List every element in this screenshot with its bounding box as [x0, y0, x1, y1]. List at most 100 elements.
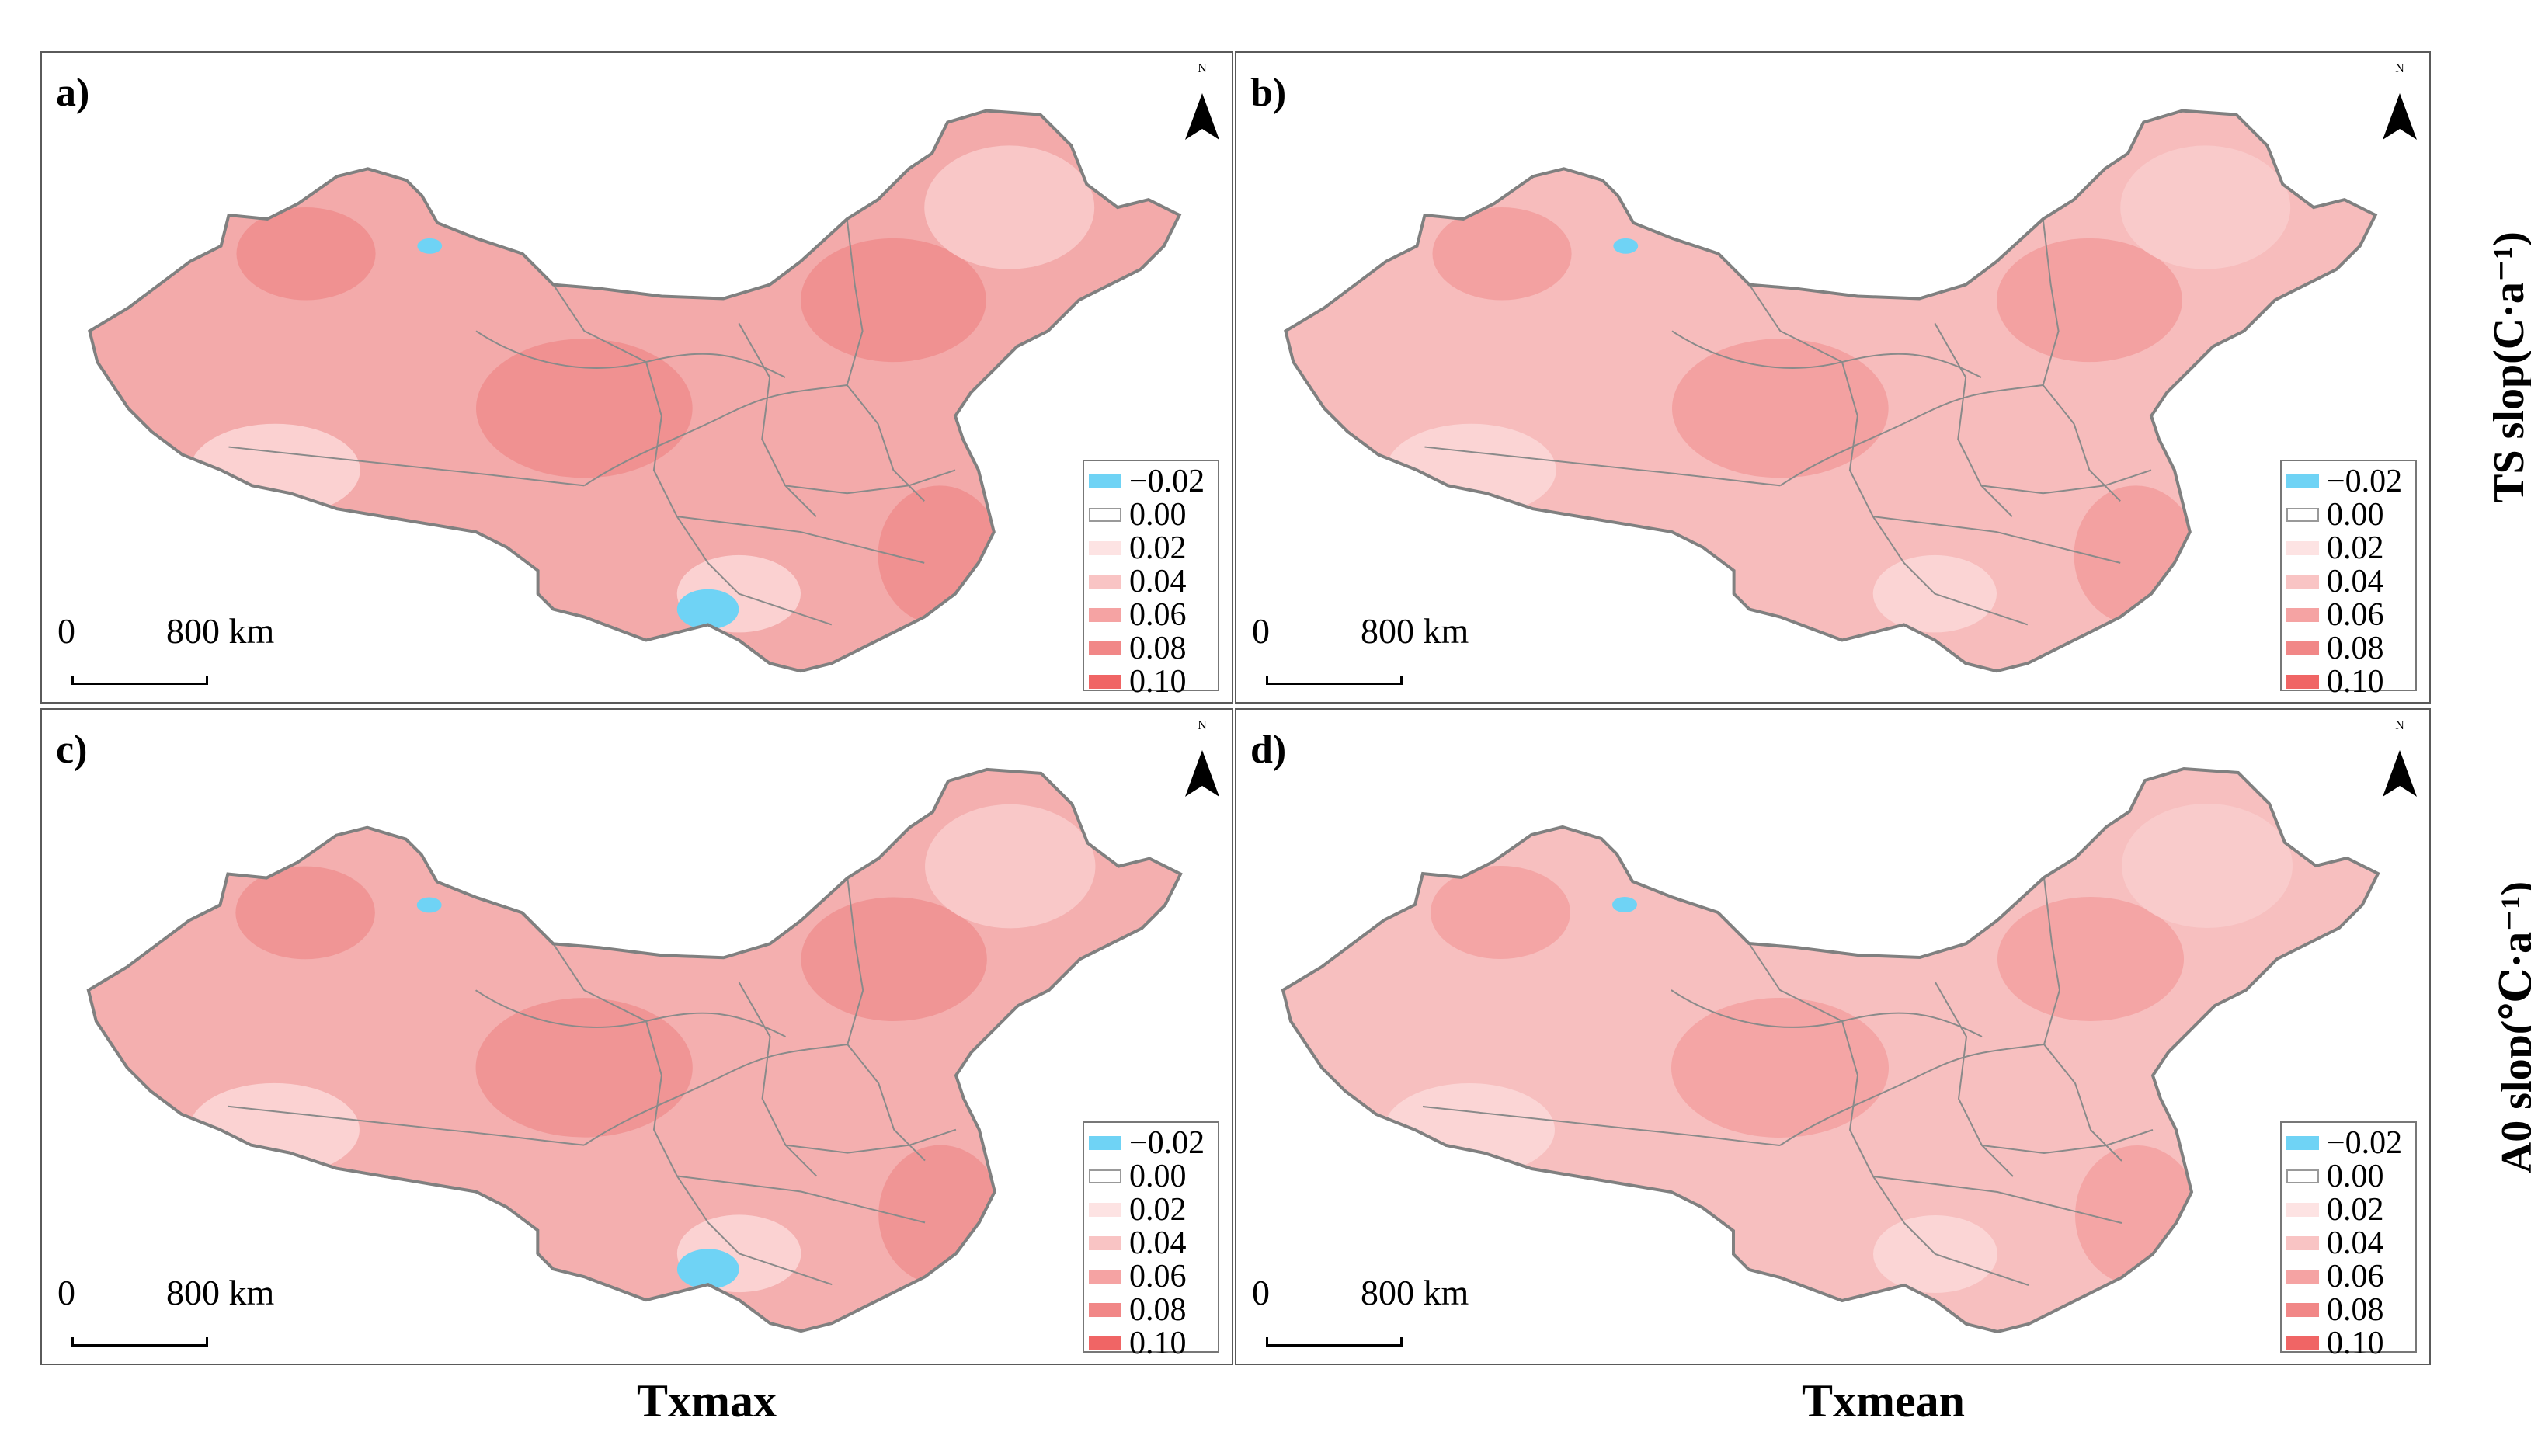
- trend-region: [475, 998, 693, 1138]
- north-letter: N: [2395, 719, 2404, 732]
- province-boundary: [1748, 943, 1843, 1022]
- legend-swatch: [1089, 1302, 1121, 1317]
- legend-item: 0.04: [2286, 565, 2411, 598]
- province-boundary: [228, 1105, 585, 1146]
- province-boundary: [228, 446, 585, 487]
- trend-region: [1385, 423, 1556, 517]
- legend-item: 0.04: [1089, 1226, 1213, 1260]
- legend-item: 0.02: [1089, 531, 1213, 565]
- legend-item: 0.10: [2286, 665, 2411, 698]
- legend-label: 0.02: [1129, 530, 1187, 566]
- trend-region: [235, 866, 375, 960]
- legend-label: 0.04: [1129, 563, 1187, 599]
- country-outline: [88, 109, 1182, 673]
- trend-region: [2122, 804, 2293, 928]
- province-boundary: [1779, 384, 2043, 487]
- row-label-ts-slope: TS slop(C·a⁻¹): [2485, 231, 2531, 503]
- scale-distance-label: 800 km: [166, 611, 275, 651]
- legend-label: 0.00: [1129, 496, 1187, 533]
- scale-zero-label: 0: [1252, 1273, 1270, 1312]
- legend-item: −0.02: [2286, 464, 2411, 498]
- legend-label: 0.06: [2327, 596, 2384, 633]
- legend-swatch: [2286, 1135, 2319, 1150]
- province-boundary: [1903, 562, 2029, 626]
- legend-swatch: [2286, 1235, 2319, 1250]
- negative-trend-region: [417, 238, 443, 254]
- map-panel-c: c) N 0 800 km −0.02 0.00 0.02 0.04 0.06 0.08 0.10: [40, 708, 1233, 1365]
- province-boundary: [1981, 1129, 2154, 1155]
- legend-label: 0.08: [2327, 630, 2384, 666]
- legend-label: 0.06: [1129, 1258, 1187, 1294]
- north-arrow: N: [1179, 719, 1226, 804]
- scale-bar: 0 800 km: [1252, 1272, 1469, 1350]
- province-boundary: [1903, 1222, 2029, 1286]
- province-boundary: [707, 1221, 833, 1286]
- province-boundary: [1841, 361, 1905, 564]
- legend-swatch: [1089, 1169, 1121, 1183]
- legend-swatch: [1089, 507, 1121, 522]
- legend-label: 0.00: [2327, 496, 2384, 533]
- legend-label: 0.00: [1129, 1158, 1187, 1194]
- china-map: [88, 109, 1182, 673]
- trend-region: [925, 804, 1096, 929]
- province-boundary: [785, 1128, 957, 1154]
- province-boundary: [2043, 877, 2061, 1045]
- legend-item: 0.06: [1089, 598, 1213, 631]
- scale-bar: 0 800 km: [1252, 610, 1469, 688]
- trend-region: [236, 207, 376, 301]
- trend-region: [189, 1082, 360, 1176]
- legend-swatch: [1089, 1269, 1121, 1284]
- province-boundary: [846, 218, 864, 386]
- province-boundary: [1980, 469, 2152, 495]
- panel-label: a): [56, 71, 90, 115]
- scale-bar: 0 800 km: [57, 1272, 274, 1350]
- province-boundary: [1872, 1176, 2122, 1224]
- trend-region: [801, 897, 987, 1022]
- negative-trend-region: [676, 589, 739, 630]
- legend-swatch: [1089, 1336, 1121, 1350]
- province-boundary: [583, 384, 847, 487]
- legend-label: 0.10: [1129, 1325, 1187, 1361]
- trend-region: [2120, 145, 2291, 269]
- legend-label: 0.02: [2327, 1191, 2384, 1228]
- legend-swatch: [2286, 1169, 2319, 1183]
- legend-item: 0.04: [1089, 565, 1213, 598]
- legend-swatch: [1089, 607, 1121, 622]
- province-boundary: [1935, 982, 2014, 1177]
- row-label-a0-slope: A0 slop(℃·a⁻¹): [2493, 881, 2531, 1174]
- panel-label: b): [1250, 71, 1287, 115]
- province-boundary: [738, 322, 817, 517]
- legend-label: 0.04: [2327, 1225, 2384, 1261]
- north-letter: N: [1198, 719, 1207, 732]
- legend-swatch: [1089, 641, 1121, 655]
- north-letter: N: [2395, 62, 2404, 75]
- legend-swatch: [1089, 574, 1121, 589]
- legend-label: 0.06: [1129, 596, 1187, 633]
- legend-label: 0.08: [1129, 630, 1187, 666]
- country-outline: [1281, 766, 2380, 1334]
- province-boundary: [847, 877, 864, 1045]
- north-arrow: N: [1179, 62, 1226, 148]
- north-arrow: N: [2376, 62, 2423, 148]
- trend-region: [1384, 1083, 1555, 1176]
- province-boundary: [552, 284, 647, 363]
- trend-region: [1671, 998, 1889, 1138]
- china-map: [1281, 766, 2380, 1334]
- province-boundary: [707, 562, 833, 626]
- legend-item: 0.02: [2286, 1193, 2411, 1226]
- negative-trend-region: [676, 1249, 739, 1290]
- north-arrow-icon: [2383, 750, 2417, 797]
- trend-region: [1432, 207, 1572, 301]
- north-arrow: N: [2376, 719, 2423, 804]
- legend: −0.02 0.00 0.02 0.04 0.06 0.08 0.10: [1083, 1121, 1219, 1360]
- scale-distance-label: 800 km: [1361, 611, 1469, 651]
- scale-line: [1266, 1337, 1403, 1347]
- column-label-txmax: Txmax: [637, 1375, 777, 1426]
- china-map: [1284, 109, 2378, 673]
- legend-swatch: [2286, 474, 2319, 488]
- legend-swatch: [2286, 1336, 2319, 1350]
- trend-region: [1671, 339, 1889, 478]
- legend-item: 0.06: [2286, 1260, 2411, 1293]
- legend-item: 0.08: [2286, 631, 2411, 665]
- legend-label: 0.10: [2327, 663, 2384, 700]
